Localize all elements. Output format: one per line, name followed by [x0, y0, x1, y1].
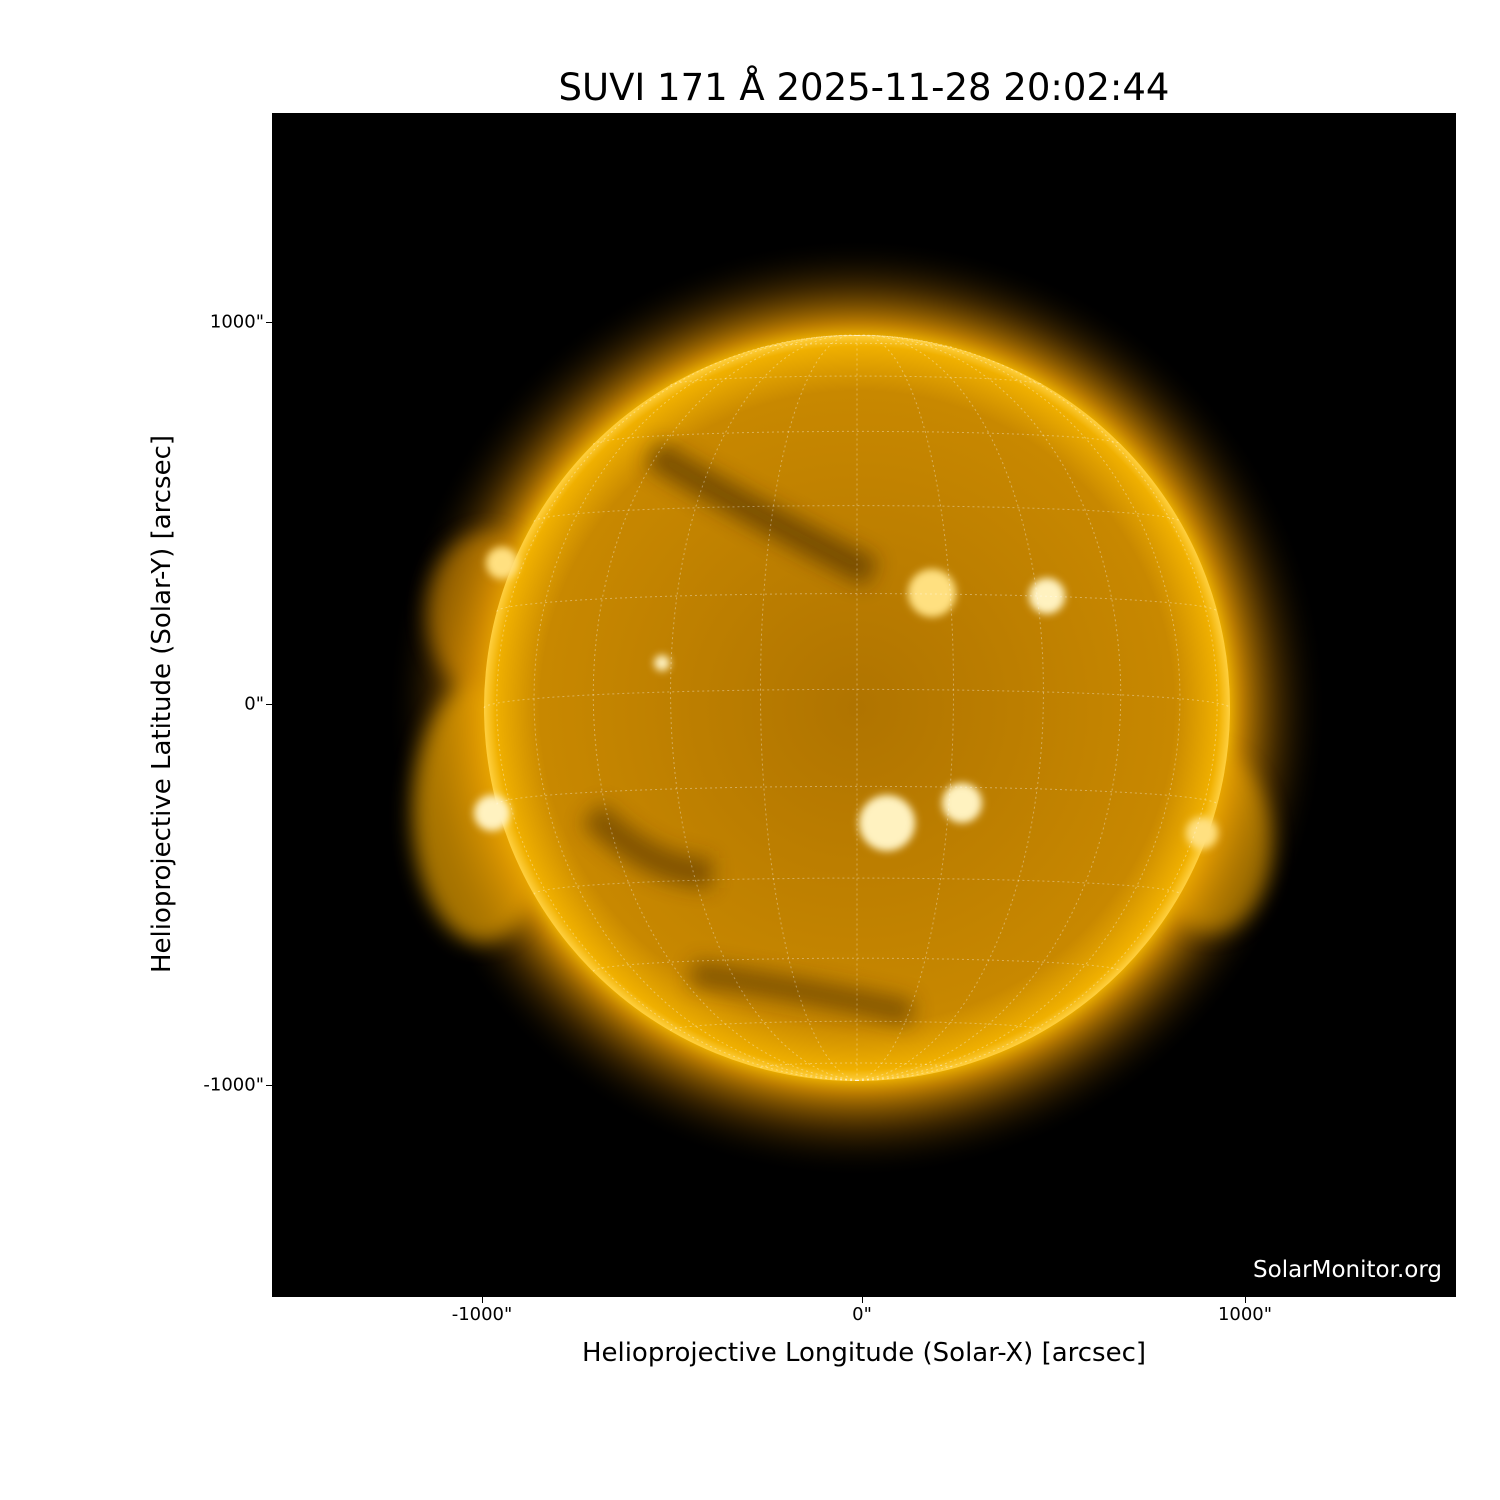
latitude-line: [670, 375, 1044, 386]
latitude-line: [496, 785, 1218, 805]
x-tick-mark: [482, 1297, 483, 1303]
latitude-line: [592, 430, 1122, 445]
longitude-line: [856, 334, 955, 1081]
latitude-line: [760, 342, 954, 349]
y-tick-label: 1000": [209, 311, 264, 333]
x-tick-mark: [1245, 1297, 1246, 1303]
x-tick-label: 0": [852, 1304, 872, 1325]
latitude-line: [483, 688, 1231, 709]
latitude-line: [760, 1062, 954, 1069]
y-tick-mark: [266, 1085, 272, 1086]
plot-title: SUVI 171 Å 2025-11-28 20:02:44: [558, 66, 1170, 109]
longitude-line: [856, 334, 1122, 1081]
y-tick-mark: [266, 322, 272, 323]
watermark: SolarMonitor.org: [1253, 1257, 1442, 1283]
latitude-line: [592, 957, 1122, 972]
heliographic-grid: [483, 334, 1231, 1081]
x-axis-label: Helioprojective Longitude (Solar-X) [arc…: [581, 1338, 1147, 1368]
y-tick-label: 0": [244, 693, 264, 715]
longitude-line: [759, 334, 858, 1081]
dark-filaments: [581, 440, 915, 1026]
solar-disk: [484, 335, 1230, 1081]
solar-image: [272, 113, 1456, 1297]
longitude-line: [533, 335, 858, 1081]
x-tick-label: -1000": [451, 1304, 513, 1325]
x-tick-label: 1000": [1217, 1304, 1273, 1325]
y-tick-label: -1000": [203, 1074, 264, 1096]
latitude-line: [670, 1020, 1044, 1031]
y-axis-label: Helioprojective Latitude (Solar-Y) [arcs…: [147, 434, 177, 974]
longitude-line: [856, 335, 1181, 1081]
x-tick-mark: [862, 1297, 863, 1303]
y-tick-mark: [266, 704, 272, 705]
active-regions: [474, 547, 1218, 851]
longitude-line: [592, 334, 858, 1081]
